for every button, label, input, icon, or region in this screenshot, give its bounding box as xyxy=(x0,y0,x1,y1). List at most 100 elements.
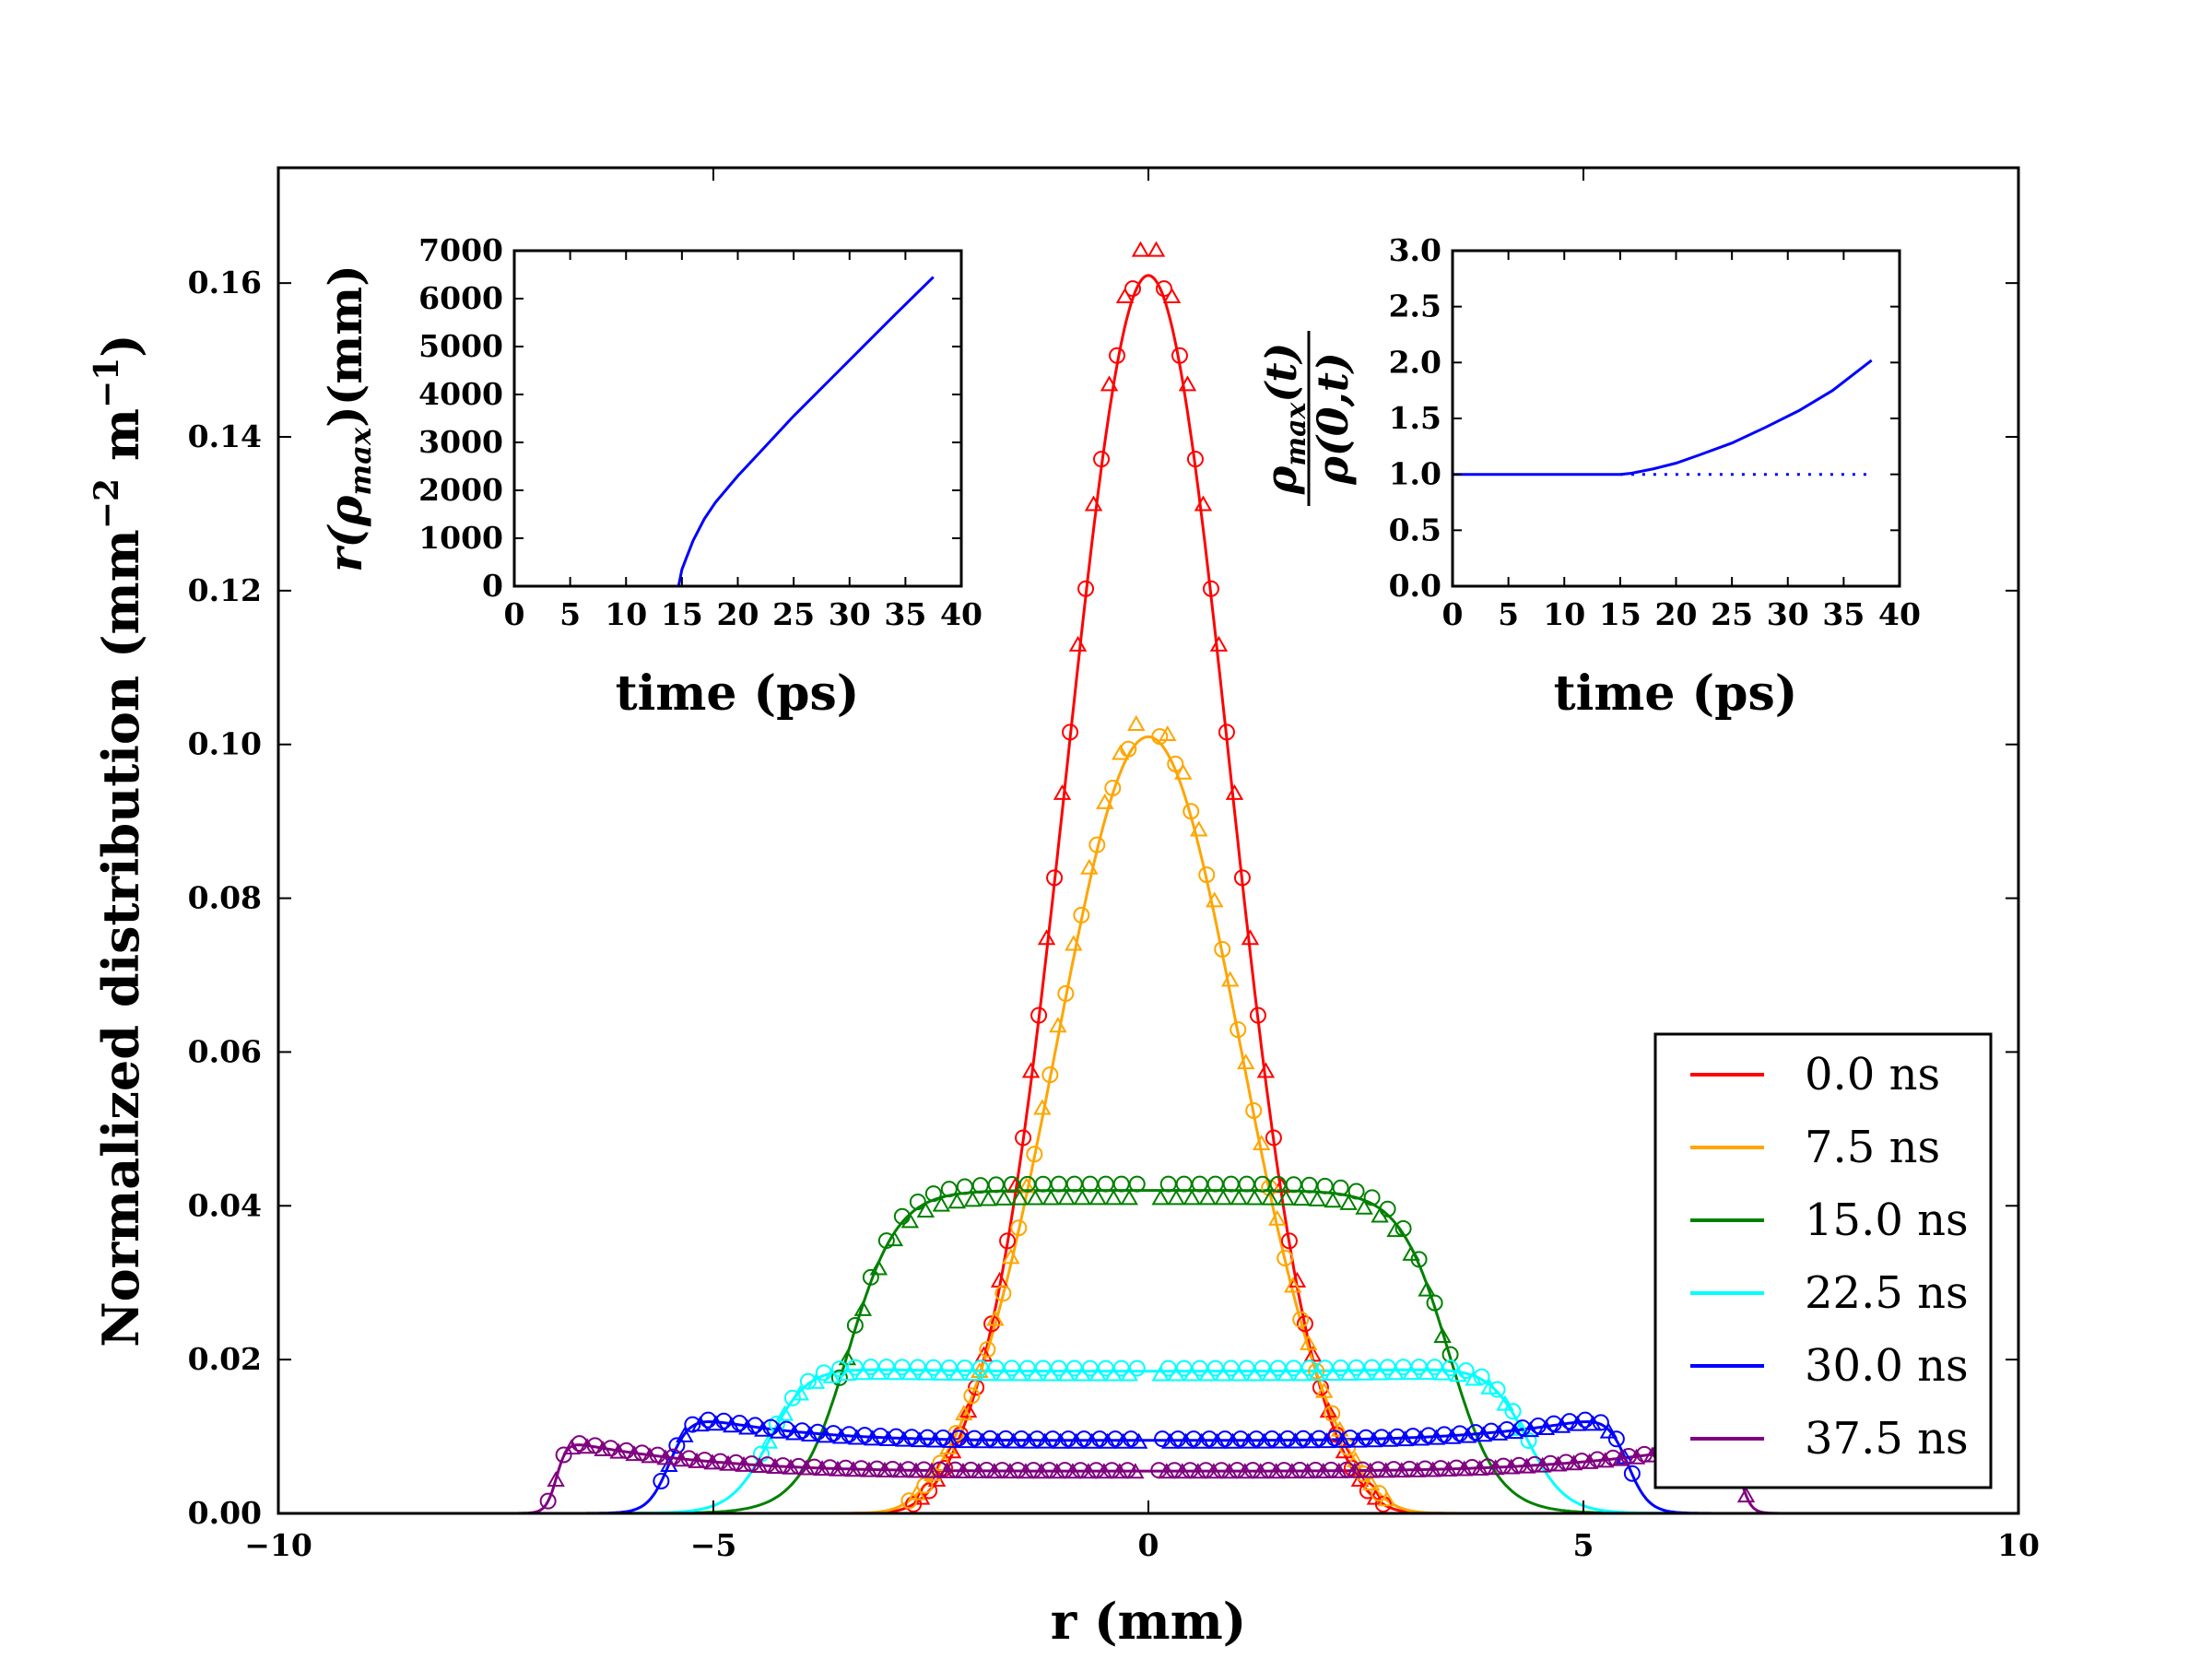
main-tick-labels: −10 −5 0 5 100.000.020.040.060.080.100.120.1… xyxy=(188,265,2040,1563)
main-marker-circle xyxy=(815,1364,832,1382)
main-marker-triangle xyxy=(853,1300,873,1316)
main-marker-circle xyxy=(1230,1021,1247,1039)
main-marker-triangle xyxy=(1095,1463,1113,1479)
inset-left-y-title-sub: max xyxy=(343,427,378,496)
main-marker-triangle xyxy=(1536,1419,1556,1436)
main-marker-triangle xyxy=(1521,1421,1540,1438)
main-x-axis-title: r (mm) xyxy=(1051,1592,1247,1651)
main-marker-triangle xyxy=(1355,1198,1373,1215)
main-marker-triangle xyxy=(1032,1463,1051,1479)
inset-right-x-tick-label: 5 xyxy=(1498,596,1519,632)
inset-left-lines xyxy=(677,276,935,587)
main-marker-triangle xyxy=(1449,1366,1467,1382)
svg-text:ρmax(t): ρmax(t) xyxy=(1256,343,1312,495)
inset-left-tick-labels: 0 5 10 15 20 25 30 35 40010002000300040005000600… xyxy=(418,232,982,632)
main-marker-circle xyxy=(909,1194,926,1211)
main-marker-triangle xyxy=(1239,1432,1258,1449)
inset-right-x-tick-label: 0 xyxy=(1442,596,1464,632)
main-marker-circle xyxy=(1120,740,1137,758)
inset-left-x-tick-label: 35 xyxy=(884,596,926,632)
main-marker-circle xyxy=(1332,1179,1349,1196)
main-y-tick-label: 0.16 xyxy=(188,265,262,300)
inset-right-y-tick-label: 0.5 xyxy=(1389,512,1441,547)
main-marker-circle xyxy=(1607,1430,1625,1448)
main-marker-circle xyxy=(999,1232,1017,1250)
main-y-tick-label: 0.02 xyxy=(188,1341,262,1377)
main-marker-triangle xyxy=(908,1484,926,1500)
main-marker-triangle xyxy=(782,1458,800,1475)
inset-left-ticks xyxy=(513,250,962,587)
main-marker-triangle xyxy=(1736,1487,1756,1503)
main-marker-circle xyxy=(877,1232,895,1250)
inset-left-series-line-0 xyxy=(677,276,935,587)
main-marker-circle xyxy=(924,1185,942,1203)
main-marker-triangle xyxy=(885,1230,904,1247)
main-marker-circle xyxy=(783,1389,801,1406)
main-marker-circle xyxy=(700,1411,717,1429)
main-marker-triangle xyxy=(923,1462,941,1478)
main-y-tick-label: 0.06 xyxy=(188,1033,262,1069)
main-marker-circle xyxy=(1245,1101,1263,1119)
main-marker-triangle xyxy=(1418,1280,1436,1297)
main-marker-triangle xyxy=(985,1463,1004,1479)
main-marker-triangle xyxy=(1048,1463,1066,1479)
main-marker-triangle xyxy=(1286,1432,1305,1449)
main-marker-triangle xyxy=(1112,744,1130,760)
inset-right-y-tick-label: 1.5 xyxy=(1389,400,1441,436)
inset-right-x-axis-title: time (ps) xyxy=(1554,665,1798,722)
main-marker-triangle xyxy=(1147,241,1166,257)
main-marker-triangle xyxy=(775,1405,794,1421)
main-marker-circle xyxy=(1041,1066,1059,1084)
inset-right: 0 5 10 15 20 25 30 35 40 0.0 0.5 1.0 1.5 2.0 2.5 3.0 ti… xyxy=(1256,232,1921,722)
main-marker-circle xyxy=(900,1492,918,1510)
main-marker-triangle xyxy=(955,1405,973,1421)
main-marker-circle xyxy=(994,1285,1012,1302)
main-marker-triangle xyxy=(1065,935,1083,951)
main-marker-circle xyxy=(1124,280,1142,298)
main-marker-circle xyxy=(1062,724,1079,741)
main-marker-circle xyxy=(956,1178,973,1195)
inset-left-x-axis-title: time (ps) xyxy=(616,665,860,722)
main-marker-triangle xyxy=(938,1462,957,1478)
main-marker-triangle xyxy=(594,1441,612,1457)
main-marker-circle xyxy=(1123,1430,1140,1448)
main-marker-triangle xyxy=(791,1384,810,1401)
main-marker-triangle xyxy=(806,1372,826,1389)
inset-left-y-tick-label: 5000 xyxy=(418,328,503,364)
main-marker-circle xyxy=(1104,779,1122,796)
inset-left-x-tick-label: 5 xyxy=(559,596,581,632)
main-marker-circle xyxy=(1285,1176,1302,1194)
inset-left-y-axis-title: r(ρmax)(mm) xyxy=(318,265,378,572)
main-marker-circle xyxy=(1171,347,1188,364)
main-marker-triangle xyxy=(916,1202,935,1218)
main-marker-circle xyxy=(586,1437,604,1454)
main-marker-circle xyxy=(1109,347,1126,364)
inset-left-x-tick-label: 10 xyxy=(605,596,647,632)
main-marker-circle xyxy=(1030,1006,1048,1024)
main-y-tick-label: 0.14 xyxy=(188,418,262,454)
main-marker-triangle xyxy=(1096,793,1114,809)
svg-text:Normalized distribution (mm−2: Normalized distribution (mm−2 m−1) xyxy=(88,334,150,1347)
main-marker-triangle xyxy=(1411,1430,1430,1446)
main-marker-circle xyxy=(1186,451,1204,468)
main-marker-triangle xyxy=(1427,1429,1446,1445)
main-marker-triangle xyxy=(1230,1189,1248,1206)
main-marker-circle xyxy=(1015,1129,1032,1147)
main-marker-circle xyxy=(1198,866,1216,884)
main-marker-triangle xyxy=(719,1454,737,1471)
main-marker-circle xyxy=(940,1181,958,1198)
main-marker-circle xyxy=(680,1450,698,1467)
main-marker-triangle xyxy=(932,1195,951,1212)
main-marker-triangle xyxy=(1333,1431,1352,1448)
main-marker-triangle xyxy=(1026,1189,1045,1206)
inset-right-x-tick-label: 15 xyxy=(1599,596,1641,632)
main-marker-triangle xyxy=(1115,288,1135,304)
main-marker-circle xyxy=(1347,1182,1365,1200)
main-marker-circle xyxy=(862,1268,879,1286)
main-marker-circle xyxy=(1249,1006,1266,1024)
main-marker-triangle xyxy=(750,1456,769,1473)
main-marker-triangle xyxy=(1082,1432,1101,1449)
main-marker-triangle xyxy=(1236,1463,1254,1479)
main-marker-triangle xyxy=(1270,1432,1289,1449)
main-marker-triangle xyxy=(986,1310,1005,1326)
